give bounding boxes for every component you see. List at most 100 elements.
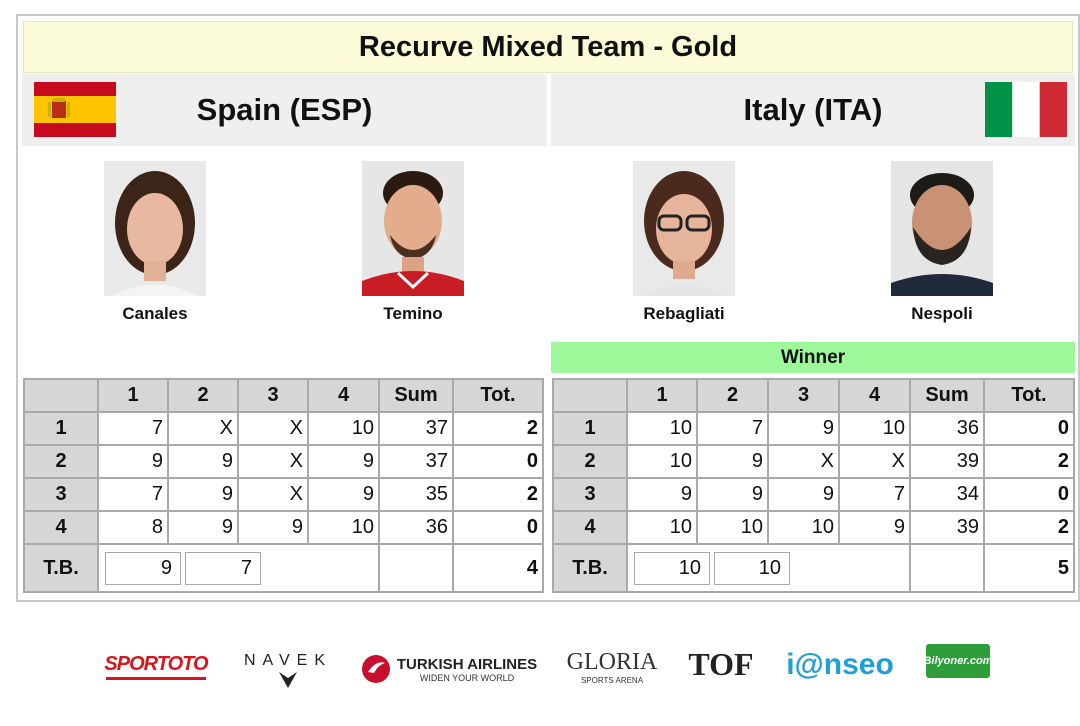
athlete-name: Canales (122, 304, 188, 323)
header-cell (23, 378, 99, 413)
athlete-photo (362, 161, 464, 296)
arrow-score: 9 (167, 444, 239, 479)
spain-flag-icon (34, 82, 116, 137)
table-row: 3 7 9 X 9 35 2 (23, 477, 544, 512)
header-cell: 2 (696, 378, 769, 413)
end-sum: 37 (378, 444, 454, 479)
set-points: 2 (452, 411, 544, 446)
arrow-score: 10 (838, 411, 911, 446)
set-points: 2 (983, 444, 1075, 479)
team-header-italy: Italy (ITA) (551, 74, 1075, 146)
header-cell: Sum (909, 378, 985, 413)
team-name: Italy (ITA) (743, 92, 883, 127)
header-cell: 1 (97, 378, 169, 413)
end-number: 2 (552, 444, 628, 479)
end-number: 4 (552, 510, 628, 545)
arrow-score: X (767, 444, 840, 479)
end-number: 3 (23, 477, 99, 512)
sponsor-name: TOF (688, 645, 754, 682)
end-sum: 37 (378, 411, 454, 446)
set-points: 0 (452, 510, 544, 545)
header-cell: 4 (307, 378, 380, 413)
arrow-score: X (838, 444, 911, 479)
gloria-logo: GLORIA SPORTS ARENA (562, 642, 662, 692)
tiebreak-sum (378, 543, 454, 593)
tiebreak-arrows: 9 7 (97, 543, 380, 593)
header-cell (552, 378, 628, 413)
arrow-score: 9 (307, 444, 380, 479)
sponsor-name: SPORTOTO (104, 652, 208, 675)
athlete-name: Nespoli (911, 304, 973, 323)
sponsor-tagline: SPORTS ARENA (580, 676, 644, 685)
arrow-score: 9 (167, 510, 239, 545)
sponsor-name: TURKISH AIRLINES (396, 655, 538, 673)
navek-chevron-icon (279, 672, 297, 688)
tiebreak-label: T.B. (552, 543, 628, 593)
sponsor-name: NAVEK (243, 652, 333, 669)
italy-flag-icon (985, 82, 1067, 137)
winner-badge: Winner (551, 342, 1075, 373)
arrow-score: X (167, 411, 239, 446)
arrow-score: 9 (696, 444, 769, 479)
arrow-score: 7 (97, 477, 169, 512)
table-row: 1 7 X X 10 37 2 (23, 411, 544, 446)
score-table-italy: 1 2 3 4 Sum Tot. 1 10 7 9 10 36 0 2 10 9… (552, 378, 1075, 593)
arrow-score: 10 (307, 510, 380, 545)
header-cell: 2 (167, 378, 239, 413)
athlete-name: Temino (383, 304, 443, 323)
turkish-airlines-icon (361, 655, 390, 683)
arrow-score: 9 (626, 477, 698, 512)
arrow-score: 7 (696, 411, 769, 446)
athlete-photo (104, 161, 206, 296)
arrow-score: 10 (626, 510, 698, 545)
end-sum: 35 (378, 477, 454, 512)
set-points: 2 (983, 510, 1075, 545)
set-points: 0 (983, 411, 1075, 446)
header-cell: Sum (378, 378, 454, 413)
sponsor-name: GLORIA (566, 649, 658, 675)
arrow-score: 10 (307, 411, 380, 446)
sponsor-bar: SPORTOTO NAVEK TURKISH AIRLINES WIDEN YO… (0, 628, 1080, 698)
arrow-score: 10 (767, 510, 840, 545)
sponsor-tagline: WIDEN YOUR WORLD (419, 672, 515, 683)
team-name: Spain (ESP) (196, 92, 373, 127)
end-sum: 39 (909, 444, 985, 479)
table-header-row: 1 2 3 4 Sum Tot. (552, 378, 1075, 413)
arrow-score: 9 (167, 477, 239, 512)
set-points: 0 (983, 477, 1075, 512)
sponsor-name: i@nseo (786, 648, 894, 681)
set-points: 0 (452, 444, 544, 479)
header-cell: Tot. (983, 378, 1075, 413)
arrow-score: 9 (696, 477, 769, 512)
arrow-score: 10 (626, 411, 698, 446)
navek-logo: NAVEK (238, 646, 338, 696)
table-row: 4 10 10 10 9 39 2 (552, 510, 1075, 545)
arrow-score: 9 (767, 477, 840, 512)
arrow-score: 10 (626, 444, 698, 479)
ianseo-logo: i@nseo (784, 640, 896, 690)
tiebreak-sum (909, 543, 985, 593)
tiebreak-label: T.B. (23, 543, 99, 593)
athlete-card: Rebagliati (604, 161, 764, 324)
sportoto-logo: SPORTOTO (100, 646, 212, 686)
set-points: 2 (452, 477, 544, 512)
end-sum: 34 (909, 477, 985, 512)
athlete-photo (891, 161, 993, 296)
athlete-card: Canales (75, 161, 235, 324)
end-number: 4 (23, 510, 99, 545)
end-sum: 36 (909, 411, 985, 446)
match-scorecard: Recurve Mixed Team - Gold Spain (ESP) It… (16, 14, 1080, 602)
end-number: 2 (23, 444, 99, 479)
arrow-score: 9 (97, 444, 169, 479)
match-title: Recurve Mixed Team - Gold (23, 21, 1073, 73)
arrow-score: 9 (237, 510, 309, 545)
athlete-card: Nespoli (862, 161, 1022, 324)
tiebreak-arrow: 9 (105, 551, 181, 585)
athlete-photo (633, 161, 735, 296)
table-row: 4 8 9 9 10 36 0 (23, 510, 544, 545)
table-row: 2 9 9 X 9 37 0 (23, 444, 544, 479)
tiebreak-arrow: 10 (634, 551, 710, 585)
team-header-spain: Spain (ESP) (22, 74, 547, 146)
tiebreak-arrow: 7 (185, 551, 261, 585)
bilyoner-logo: Bilyoner.com (923, 644, 993, 678)
